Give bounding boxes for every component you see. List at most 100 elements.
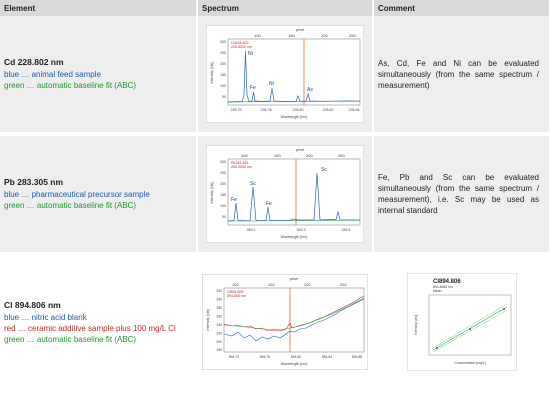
top-tick: 200 — [304, 282, 311, 287]
x-axis-label: Concentration [mg/L] — [454, 361, 486, 365]
confidence-band-lower — [432, 309, 507, 353]
y-axis-label: Intensity [cts] — [414, 315, 418, 335]
x-tick: 894.72 — [229, 355, 239, 359]
x-tick: 894.80 — [291, 355, 301, 359]
y-tick: 250 — [220, 51, 226, 55]
spectrum-cell: pixel 100 150 200 250 300 250 200 150 10… — [197, 16, 374, 134]
legend-wavelength: 228.8020 nm — [231, 45, 252, 49]
peak-label: Ni — [248, 51, 253, 57]
blue-spectrum — [227, 172, 361, 222]
legend-wavelength: 283.3053 nm — [231, 165, 252, 169]
legend-line: blue … pharmaceutical precursor sample — [4, 190, 150, 199]
element-name: Pb 283.305 nm — [4, 177, 64, 187]
y-tick: 300 — [220, 160, 226, 164]
comment-text: As, Cd, Fe and Ni can be evaluated simul… — [378, 58, 539, 90]
legend-name: Pb283.305 — [231, 161, 248, 165]
top-tick: 200 — [321, 33, 328, 38]
y-axis-label: Intensity [cts] — [206, 310, 210, 331]
x-tick: 228.78 — [261, 108, 272, 112]
peak-label: As — [307, 87, 313, 93]
top-tick: 100 — [241, 153, 248, 158]
element-name: Cl 894.806 nm — [4, 299, 61, 310]
top-tick: 250 — [338, 153, 345, 158]
legend-line: blue … animal feed sample — [4, 70, 101, 79]
x-tick: 283.2 — [247, 228, 256, 232]
x-tick: 894.88 — [352, 355, 362, 359]
x-tick: 894.76 — [260, 355, 270, 359]
table-row: Cl 894.806 nm blue … nitric acid blank r… — [0, 252, 550, 392]
peak-label: Fe — [266, 201, 272, 207]
blue-spectrum — [223, 298, 365, 342]
comment-cell: Cl894.806 894.8060 nm Mean Intensity [ct… — [373, 252, 550, 392]
x-tick: 283.3 — [297, 228, 306, 232]
red-spectrum — [223, 295, 365, 332]
y-tick: 300 — [216, 298, 222, 302]
y-tick: 250 — [220, 171, 226, 175]
y-tick: 320 — [216, 289, 222, 293]
x-tick: 228.75 — [231, 108, 242, 112]
peak-label: Fe — [231, 197, 237, 203]
y-axis-label: Intensity [cts] — [210, 183, 214, 204]
y-tick: 280 — [216, 306, 222, 310]
y-tick: 240 — [216, 323, 222, 327]
legend-name: Cl894.806 — [227, 290, 243, 294]
spectrum-chart: pixel 100 150 200 250 300 250 200 150 10… — [206, 145, 364, 243]
peak-label: Ni — [269, 81, 274, 87]
confidence-band-upper — [432, 303, 507, 349]
x-tick: 283.4 — [342, 228, 351, 232]
x-axis-label: Wavelength [nm] — [281, 235, 308, 239]
header-spectrum: Spectrum — [197, 0, 374, 16]
top-axis-label: pixel — [290, 276, 298, 281]
legend-line: blue … nitric acid blank — [4, 312, 87, 322]
top-tick: 150 — [274, 153, 281, 158]
calibration-point — [435, 347, 438, 349]
y-tick: 180 — [216, 348, 222, 352]
element-cell: Pb 283.305 nm blue … pharmaceutical prec… — [0, 132, 198, 252]
top-tick: 250 — [349, 33, 356, 38]
results-table: Element Spectrum Comment Cd 228.802 nm b… — [0, 0, 550, 392]
y-tick: 50 — [222, 215, 226, 219]
comment-cell: Fe, Pb and Sc can be evaluated simultane… — [373, 132, 550, 252]
y-tick: 300 — [220, 40, 226, 44]
y-tick: 200 — [220, 62, 226, 66]
legend-wavelength: 894.806 nm — [227, 294, 246, 298]
y-tick: 200 — [220, 182, 226, 186]
peak-label: Sc — [250, 181, 256, 187]
header-comment: Comment — [373, 0, 550, 16]
top-axis-label: pixel — [296, 147, 304, 152]
top-tick: 250 — [340, 282, 347, 287]
legend-line: red … ceramic additive sample plus 100 m… — [4, 323, 176, 333]
x-tick: 228.82 — [323, 108, 334, 112]
element-cell: Cd 228.802 nm blue … animal feed sample … — [0, 16, 198, 134]
element-name: Cd 228.802 nm — [4, 57, 64, 67]
top-tick: 150 — [268, 282, 275, 287]
top-axis-label: pixel — [296, 27, 304, 32]
spectrum-cell: pixel 100 150 200 250 320 300 280 260 24… — [197, 252, 374, 392]
calibration-point — [502, 308, 505, 310]
legend-line: green … automatic baseline fit (ABC) — [4, 334, 137, 344]
peak-label: Fe — [250, 85, 256, 91]
calibration-chart: Cl894.806 894.8060 nm Mean Intensity [ct… — [406, 273, 517, 371]
calibration-subtitle: 894.8060 nm — [433, 285, 453, 289]
comment-text: Fe, Pb and Sc can be evaluated simultane… — [378, 173, 539, 215]
y-tick: 260 — [216, 315, 222, 319]
spectrum-cell: pixel 100 150 200 250 300 250 200 150 10… — [197, 132, 374, 252]
y-tick: 50 — [222, 95, 226, 99]
top-tick: 200 — [306, 153, 313, 158]
calibration-point — [468, 328, 471, 330]
y-tick: 100 — [220, 204, 226, 208]
blue-spectrum — [227, 50, 361, 103]
table-header-row: Element Spectrum Comment — [0, 0, 550, 16]
top-tick: 100 — [254, 33, 261, 38]
x-tick: 228.84 — [349, 108, 360, 112]
peak-label: Sc — [321, 167, 327, 173]
top-tick: 100 — [232, 282, 239, 287]
header-element: Element — [0, 0, 198, 16]
spectrum-chart: pixel 100 150 200 250 320 300 280 260 24… — [202, 274, 368, 370]
y-tick: 200 — [216, 340, 222, 344]
calibration-title: Cl894.806 — [433, 279, 461, 285]
element-cell: Cl 894.806 nm blue … nitric acid blank r… — [0, 252, 198, 392]
y-tick: 150 — [220, 193, 226, 197]
y-tick: 150 — [220, 73, 226, 77]
y-tick: 100 — [220, 84, 226, 88]
